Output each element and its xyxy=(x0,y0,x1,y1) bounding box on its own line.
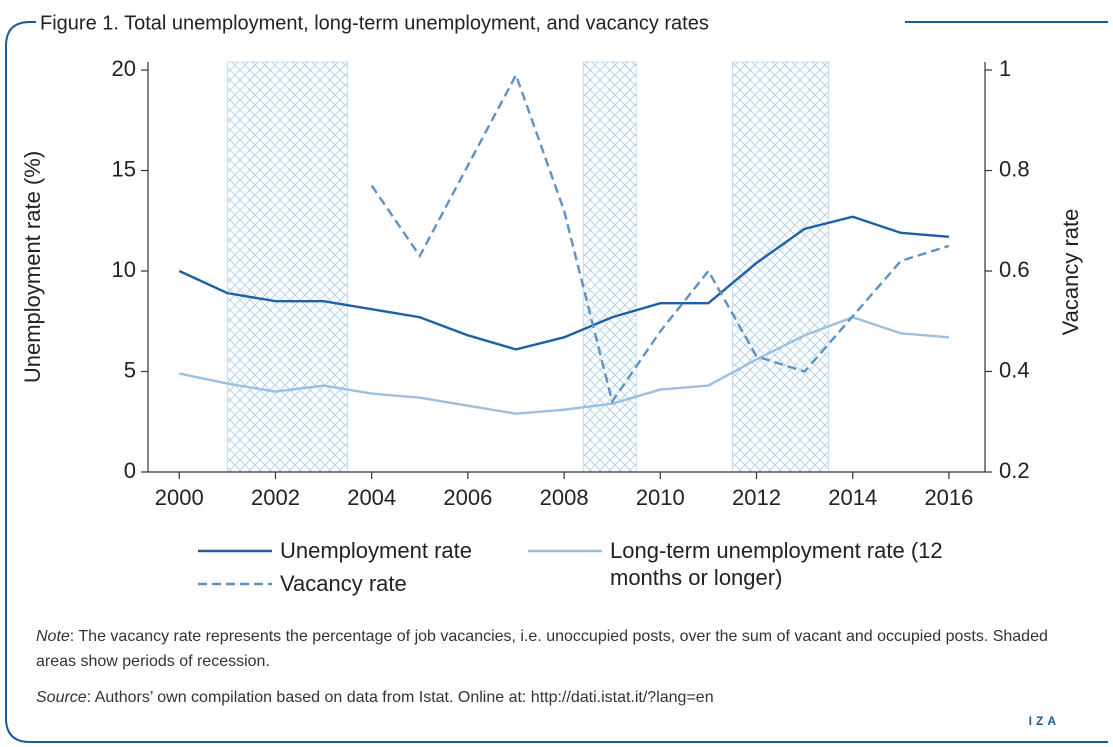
y-tick-label: 10 xyxy=(112,257,136,282)
x-tick-label: 2004 xyxy=(347,485,396,510)
x-tick-label: 2012 xyxy=(732,485,781,510)
x-tick-label: 2008 xyxy=(540,485,589,510)
y2-tick-label: 0.8 xyxy=(999,156,1030,181)
series-line xyxy=(179,315,950,415)
source: Source: Authors’ own compilation based o… xyxy=(36,685,1086,710)
y2-tick-label: 0.2 xyxy=(999,458,1030,483)
x-tick-label: 2014 xyxy=(828,485,877,510)
logo: IZA xyxy=(1029,714,1060,728)
x-tick-label: 2000 xyxy=(155,485,204,510)
y2-tick-label: 0.4 xyxy=(999,357,1030,382)
y2-tick-label: 1 xyxy=(999,56,1011,81)
y2-axis-label: Vacancy rate xyxy=(1058,209,1083,336)
y-tick-label: 5 xyxy=(124,357,136,382)
recession-band xyxy=(582,61,637,473)
legend-label: Unemployment rate xyxy=(280,538,472,563)
y-tick-label: 15 xyxy=(112,156,136,181)
y-tick-label: 20 xyxy=(112,56,136,81)
note-label: Note xyxy=(36,628,70,645)
series-line xyxy=(178,215,950,351)
note: Note: The vacancy rate represents the pe… xyxy=(36,624,1086,674)
y-tick-label: 0 xyxy=(124,458,136,483)
x-tick-label: 2016 xyxy=(924,485,973,510)
y2-tick-label: 0.6 xyxy=(999,257,1030,282)
x-tick-label: 2006 xyxy=(443,485,492,510)
recession-band xyxy=(731,61,830,473)
note-text: : The vacancy rate represents the percen… xyxy=(36,628,1048,670)
frame xyxy=(5,21,1108,743)
y-axis-label: Unemployment rate (%) xyxy=(20,151,45,383)
source-text: : Authors’ own compilation based on data… xyxy=(86,689,714,706)
series-line xyxy=(370,72,950,405)
chart-title: Figure 1. Total unemployment, long-term … xyxy=(40,12,709,34)
legend-label: Long-term unemployment rate (12 months o… xyxy=(610,538,943,590)
legend-label: Vacancy rate xyxy=(280,571,407,596)
recession-band xyxy=(226,61,349,473)
x-tick-label: 2010 xyxy=(636,485,685,510)
x-tick-label: 2002 xyxy=(251,485,300,510)
source-label: Source xyxy=(36,689,87,706)
